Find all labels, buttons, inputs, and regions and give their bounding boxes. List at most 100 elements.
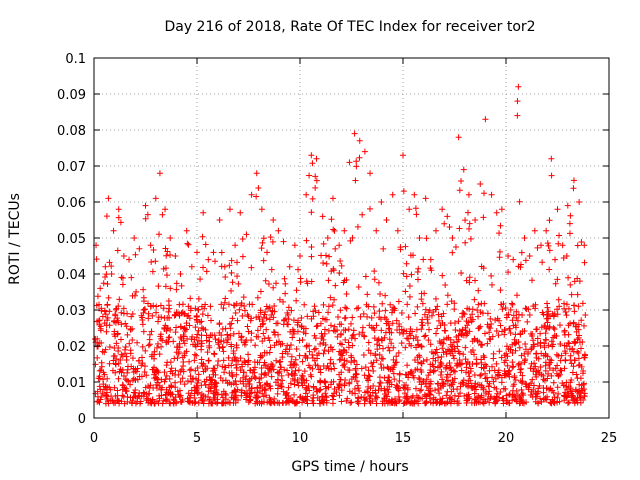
- data-point: [486, 329, 493, 336]
- data-point: [195, 337, 202, 344]
- data-point: [365, 372, 372, 379]
- data-point: [317, 400, 324, 407]
- data-point: [111, 352, 118, 359]
- data-point: [529, 376, 536, 383]
- data-point: [199, 233, 206, 240]
- data-point: [266, 349, 273, 356]
- data-point: [172, 312, 179, 319]
- data-point: [225, 301, 232, 308]
- data-point: [293, 297, 300, 304]
- data-point: [365, 377, 372, 384]
- data-point: [104, 314, 111, 321]
- data-point: [506, 367, 513, 374]
- data-point: [155, 318, 162, 325]
- data-point: [563, 253, 570, 260]
- data-point: [165, 390, 172, 397]
- data-point: [438, 368, 445, 375]
- data-point: [268, 361, 275, 368]
- data-point: [463, 318, 470, 325]
- data-point: [419, 316, 426, 323]
- data-point: [109, 367, 116, 374]
- data-point: [225, 362, 232, 369]
- data-point: [158, 392, 165, 399]
- data-point: [509, 364, 516, 371]
- data-point: [286, 263, 293, 270]
- data-point: [476, 324, 483, 331]
- data-point: [338, 398, 345, 405]
- data-point: [391, 362, 398, 369]
- data-point: [271, 342, 278, 349]
- data-point: [365, 339, 372, 346]
- data-point: [439, 272, 446, 279]
- data-point: [462, 369, 469, 376]
- data-point: [400, 270, 407, 277]
- data-point: [197, 276, 204, 283]
- data-point: [308, 253, 315, 260]
- data-point: [375, 279, 382, 286]
- data-point: [505, 269, 512, 276]
- data-point: [264, 381, 271, 388]
- data-point: [96, 301, 103, 308]
- data-point: [513, 292, 520, 299]
- data-point: [167, 400, 174, 407]
- data-point: [167, 326, 174, 333]
- data-point: [465, 191, 472, 198]
- data-point: [339, 352, 346, 359]
- data-point: [513, 398, 520, 405]
- data-point: [378, 365, 385, 372]
- y-tick-label: 0.01: [57, 376, 86, 391]
- data-point: [204, 349, 211, 356]
- data-point: [244, 378, 251, 385]
- data-point: [446, 382, 453, 389]
- data-point: [426, 385, 433, 392]
- data-point: [427, 341, 434, 348]
- data-point: [238, 387, 245, 394]
- data-point: [456, 328, 463, 335]
- data-point: [124, 369, 131, 376]
- data-point: [415, 265, 422, 272]
- data-point: [444, 292, 451, 299]
- data-point: [260, 314, 267, 321]
- data-point: [257, 288, 264, 295]
- data-point: [148, 303, 155, 310]
- data-point: [416, 376, 423, 383]
- data-point: [545, 370, 552, 377]
- data-point: [382, 307, 389, 314]
- data-point: [418, 326, 425, 333]
- data-point: [349, 314, 356, 321]
- data-point: [121, 400, 128, 407]
- data-point: [258, 374, 265, 381]
- data-point: [164, 359, 171, 366]
- data-point: [262, 309, 269, 316]
- data-point: [330, 393, 337, 400]
- data-point: [460, 351, 467, 358]
- data-point: [345, 367, 352, 374]
- data-point: [514, 98, 521, 105]
- data-point: [418, 386, 425, 393]
- data-point: [414, 303, 421, 310]
- data-point: [278, 384, 285, 391]
- data-point: [115, 360, 122, 367]
- data-point: [414, 268, 421, 275]
- data-point: [258, 206, 265, 213]
- data-point: [134, 376, 141, 383]
- data-point: [396, 371, 403, 378]
- data-point: [425, 337, 432, 344]
- data-point: [106, 384, 113, 391]
- data-point: [104, 397, 111, 404]
- data-point: [120, 305, 127, 312]
- data-point: [497, 287, 504, 294]
- data-point: [260, 235, 267, 242]
- data-point: [118, 309, 125, 316]
- x-tick-label: 25: [601, 431, 618, 446]
- data-point: [334, 333, 341, 340]
- data-point: [240, 294, 247, 301]
- data-point: [273, 357, 280, 364]
- data-point: [488, 393, 495, 400]
- data-point: [376, 379, 383, 386]
- data-point: [376, 308, 383, 315]
- data-point: [457, 390, 464, 397]
- data-point: [295, 317, 302, 324]
- data-point: [256, 379, 263, 386]
- data-point: [180, 359, 187, 366]
